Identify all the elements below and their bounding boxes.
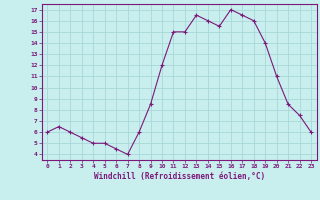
X-axis label: Windchill (Refroidissement éolien,°C): Windchill (Refroidissement éolien,°C) <box>94 172 265 181</box>
